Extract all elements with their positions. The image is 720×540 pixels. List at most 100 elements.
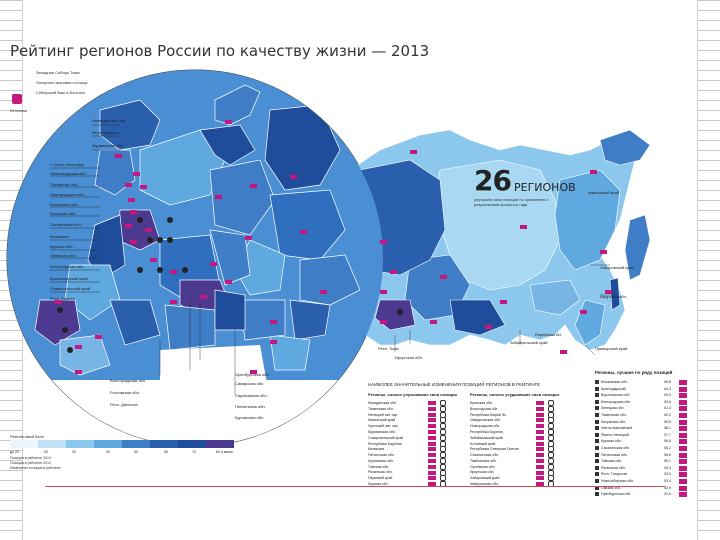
region-novosibirsk	[289, 299, 331, 341]
list-item: Московская обл. 66,8	[595, 379, 687, 386]
rank-pill	[428, 435, 436, 440]
row-label: Рязанская обл.	[368, 470, 393, 475]
rank-chip	[679, 419, 687, 425]
region-label: Приморский край	[595, 346, 628, 351]
rank-markers	[55, 120, 612, 374]
row-label: Свердловская обл.	[470, 418, 502, 423]
table-row: Брянская обл.	[470, 400, 580, 406]
row-label: Курская обл.	[368, 482, 389, 487]
scale-tick: до 20	[10, 450, 19, 454]
list-item-value: 55,6	[664, 452, 671, 457]
table-row: Алтайский край	[470, 440, 580, 447]
region-label: Забайкальский край	[510, 340, 548, 345]
bullet-icon	[595, 399, 599, 404]
row-label: Новгородская обл.	[470, 424, 501, 429]
change-dot	[440, 423, 446, 430]
rank-pill	[536, 458, 544, 463]
bullet-icon	[595, 478, 599, 483]
region-label: Ростовская обл.	[110, 390, 140, 395]
table-row: Свердловская обл.	[470, 417, 580, 424]
row-label: Республика Бурятия	[470, 429, 504, 434]
table-row: Томская обл.	[368, 463, 468, 470]
region-label: Ставропольский край	[50, 286, 90, 291]
change-dot	[548, 405, 554, 412]
region-label: Респ. Карелия	[92, 130, 119, 135]
scale-segment	[206, 440, 234, 448]
list-item-name: Новосибирская обл.	[601, 478, 634, 483]
scale-tick: 40	[106, 450, 110, 454]
region-label: Амурская обл.	[600, 294, 627, 299]
bullet-icon	[595, 393, 599, 398]
scale-note: Позиция в рейтинге 2012	[10, 461, 51, 465]
region-chelyabinsk	[214, 289, 246, 331]
change-dot	[548, 423, 554, 430]
list-item: Тюменская обл. 60,2	[595, 412, 687, 419]
region-label: Мурманская обл.	[92, 143, 124, 148]
rank-pill	[428, 429, 436, 434]
region-ural	[209, 229, 251, 286]
rank-pill	[536, 435, 544, 440]
table-row: Магаданская обл.	[368, 400, 468, 406]
scale-tick: 50	[134, 450, 138, 454]
scale-segment	[66, 440, 94, 448]
bullet-icon	[595, 452, 599, 457]
left-leaders	[50, 124, 120, 293]
region-label: Хабаровский край	[600, 265, 634, 270]
region-label: Еврейская АО	[535, 332, 562, 337]
highlight-word: РЕГИОНОВ	[514, 181, 576, 194]
list-item: Оренбургская обл. 52,6	[595, 491, 687, 498]
rank-pill	[428, 401, 436, 405]
list-item-value: 60,2	[664, 412, 671, 417]
rank-pill	[536, 476, 544, 481]
rank-chip	[679, 445, 687, 451]
table-header: Регионы, сильно ухудшившие свои позиции	[470, 392, 559, 397]
row-label: Алтайский край	[470, 441, 496, 446]
rank-marker-icon	[12, 94, 22, 104]
change-dot	[548, 417, 554, 424]
rank-pill	[428, 453, 436, 458]
list-item-name: Краснодарский	[601, 386, 626, 391]
region-komi	[209, 159, 276, 236]
list-item-value: 54,3	[664, 465, 671, 470]
row-label: Вологодская обл.	[470, 406, 499, 411]
bullet-icon	[595, 465, 599, 470]
scale-segment	[38, 440, 66, 448]
bullet-icon	[595, 432, 599, 437]
change-dot	[548, 452, 554, 459]
list-item-value: 62,6	[664, 399, 671, 404]
region-label: Калмыкия	[50, 234, 69, 239]
bullet-icon	[595, 459, 599, 464]
list-item-name: Калужская обл.	[601, 419, 627, 424]
list-item-value: 52,9	[664, 485, 671, 490]
region-label: Белгородская обл.	[50, 264, 85, 269]
region-amur	[529, 279, 581, 316]
change-dot	[548, 440, 554, 447]
row-label: Томская обл.	[368, 464, 390, 469]
rank-chip	[679, 426, 687, 432]
list-item-name: Респ. Татарстан	[601, 472, 628, 477]
bullet-icon	[595, 439, 599, 444]
table-row: Камчатский край	[368, 417, 468, 424]
list-item-name: Сахалинская обл.	[601, 445, 631, 450]
table-row: Республика Марий Эл	[470, 411, 580, 418]
region-far-east	[554, 169, 621, 271]
bullet-icon	[595, 406, 599, 411]
change-dot	[440, 434, 446, 441]
table-row: Пензенская обл.	[368, 452, 468, 459]
region-label: Самарская обл.	[235, 381, 265, 386]
scale-note: Изменение позиции в рейтинге	[10, 466, 61, 470]
bullet-icon	[595, 419, 599, 424]
change-dot	[440, 457, 446, 464]
change-dot	[440, 417, 446, 424]
rank-chip	[679, 472, 687, 478]
row-label: Забайкальский край	[470, 435, 503, 440]
region-label: Ленинградская обл.	[50, 171, 87, 176]
change-dot	[548, 428, 554, 435]
rank-chip	[679, 439, 687, 445]
list-item-value: 57,7	[664, 432, 671, 437]
rank-pill	[536, 470, 544, 475]
region-label: Иркутская обл.	[395, 355, 423, 360]
right-ruler-decoration	[697, 0, 720, 540]
